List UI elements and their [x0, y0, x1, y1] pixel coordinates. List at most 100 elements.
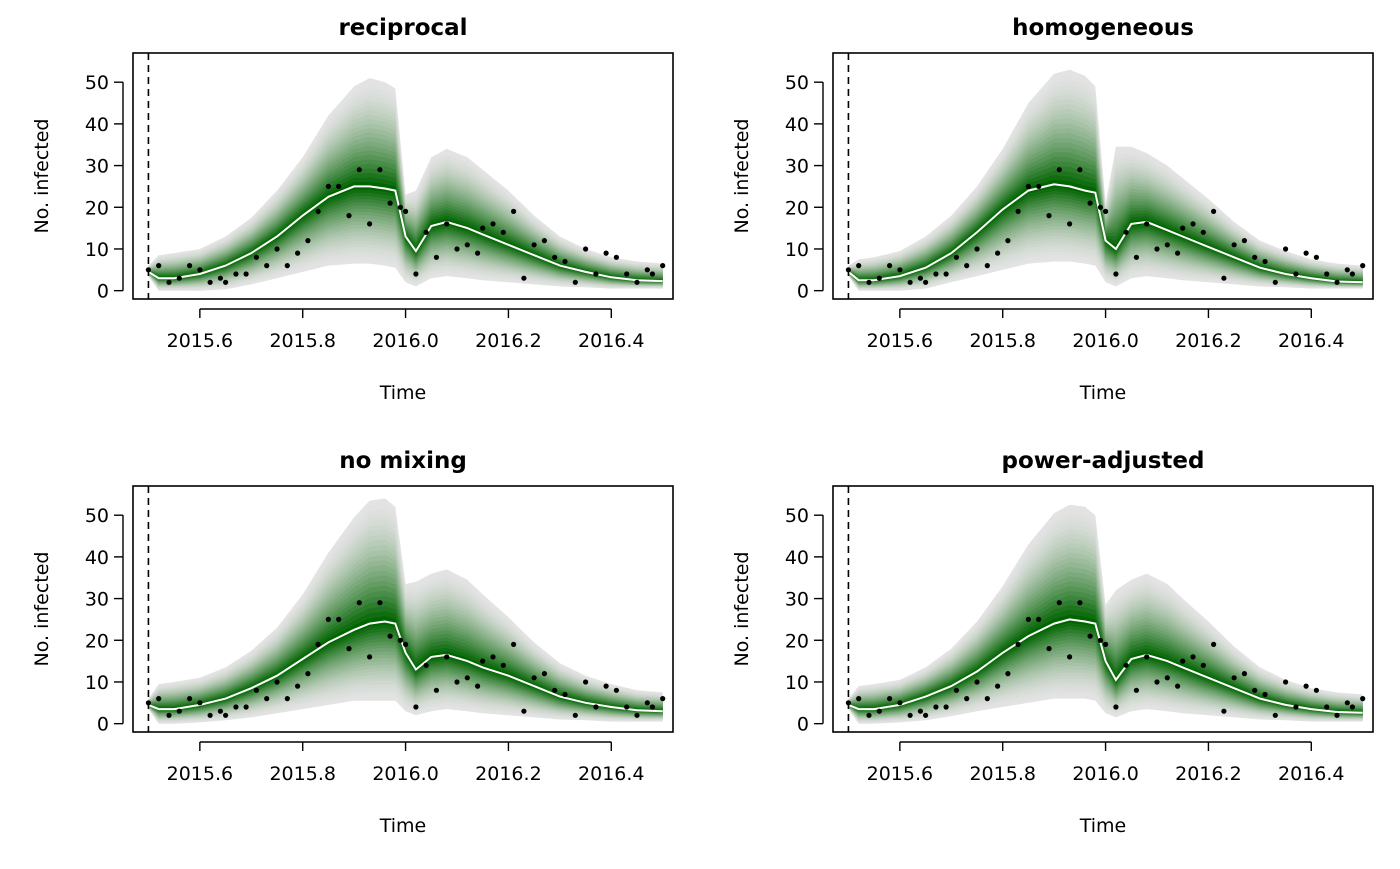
plot-area	[145, 53, 666, 299]
observed-point	[397, 204, 403, 210]
y-tick-label: 20	[85, 197, 109, 219]
observed-point	[264, 696, 270, 702]
observed-point	[217, 708, 223, 714]
observed-point	[1252, 254, 1258, 260]
observed-point	[1046, 646, 1052, 652]
y-tick-label: 10	[785, 239, 809, 261]
observed-point	[1293, 271, 1299, 277]
observed-point	[660, 263, 666, 269]
observed-point	[531, 242, 537, 248]
panel-title: reciprocal	[338, 15, 467, 41]
observed-point	[964, 696, 970, 702]
x-tick-label: 2016.2	[475, 763, 541, 785]
observed-point	[284, 696, 290, 702]
observed-point	[156, 696, 162, 702]
panel-1: 0 10 20 30 40 50 2015.6 2015.8 2016.0 2016.2 2016.…	[731, 15, 1374, 404]
observed-point	[1241, 238, 1247, 244]
x-tick-label: 2015.6	[867, 330, 933, 352]
plot-area	[145, 486, 666, 732]
observed-point	[423, 229, 429, 235]
observed-point	[1283, 246, 1289, 252]
observed-point	[1087, 200, 1093, 206]
observed-point	[583, 246, 589, 252]
plot-area	[845, 53, 1366, 299]
y-axis-label: No. infected	[731, 119, 753, 234]
y-tick-label: 50	[785, 72, 809, 94]
plot-frame	[132, 485, 674, 733]
observed-point	[1360, 263, 1366, 269]
observed-point	[217, 275, 223, 281]
observed-point	[887, 696, 893, 702]
y-tick-label: 50	[85, 505, 109, 527]
observed-point	[866, 712, 872, 718]
observed-point	[1262, 258, 1268, 265]
observed-point	[593, 704, 599, 710]
observed-point	[552, 687, 558, 693]
y-tick-label: 40	[85, 547, 109, 569]
observed-point	[583, 679, 589, 685]
median-line	[847, 183, 1363, 284]
panel-0: 0 10 20 30 40 50 2015.6 2015.8 2016.0 2016.2 2016.…	[31, 15, 674, 404]
observed-point	[464, 242, 470, 248]
observed-point	[197, 267, 203, 273]
observed-point	[1103, 641, 1109, 648]
observed-point	[207, 279, 213, 285]
observed-point	[1144, 654, 1150, 660]
observed-point	[187, 263, 193, 269]
observed-point	[500, 229, 506, 235]
observed-point	[1221, 708, 1227, 714]
y-tick-label: 20	[785, 197, 809, 219]
y-tick-label: 40	[85, 114, 109, 136]
observed-point	[562, 691, 568, 698]
observed-point	[1087, 633, 1093, 639]
observed-point	[1211, 641, 1217, 648]
observed-point	[1272, 279, 1278, 285]
y-axis: 0 10 20 30 40 50	[785, 505, 824, 736]
observed-point	[974, 679, 980, 685]
observed-point	[1349, 704, 1355, 710]
observed-point	[510, 208, 517, 214]
observed-point	[856, 263, 862, 269]
observed-point	[480, 225, 486, 231]
observed-point	[943, 271, 949, 277]
observed-point	[1056, 600, 1062, 606]
observed-point	[649, 704, 656, 710]
observed-point	[274, 246, 280, 252]
plot-frame	[832, 52, 1374, 300]
y-tick-label: 0	[797, 714, 809, 736]
x-tick-label: 2015.6	[167, 763, 233, 785]
observed-point	[377, 167, 383, 173]
observed-point	[305, 671, 311, 677]
observed-point	[660, 696, 666, 702]
observed-point	[1133, 254, 1139, 260]
observed-point	[562, 258, 568, 265]
observed-point	[876, 708, 882, 714]
observed-point	[1344, 700, 1350, 706]
observed-point	[897, 267, 903, 273]
observed-point	[644, 700, 650, 706]
observed-point	[923, 279, 929, 285]
observed-point	[907, 279, 913, 285]
median-line	[147, 185, 663, 283]
y-tick-label: 30	[85, 589, 109, 611]
observed-point	[541, 238, 548, 244]
observed-point	[444, 654, 450, 660]
x-axis-label: Time	[1079, 382, 1127, 404]
observed-point	[1313, 687, 1319, 693]
observed-point	[923, 712, 929, 718]
x-tick-label: 2016.0	[1072, 763, 1138, 785]
observed-point	[413, 704, 419, 710]
observed-point	[593, 271, 599, 277]
y-tick-label: 30	[785, 589, 809, 611]
observed-point	[1036, 183, 1042, 189]
observed-point	[475, 683, 481, 689]
observed-point	[897, 700, 903, 706]
observed-point	[377, 600, 383, 606]
observed-point	[1190, 654, 1196, 660]
observed-point	[207, 712, 213, 718]
y-tick-label: 20	[85, 630, 109, 652]
observed-point	[197, 700, 203, 706]
observed-point	[907, 712, 913, 718]
observed-point	[413, 271, 419, 277]
observed-point	[1175, 250, 1181, 256]
